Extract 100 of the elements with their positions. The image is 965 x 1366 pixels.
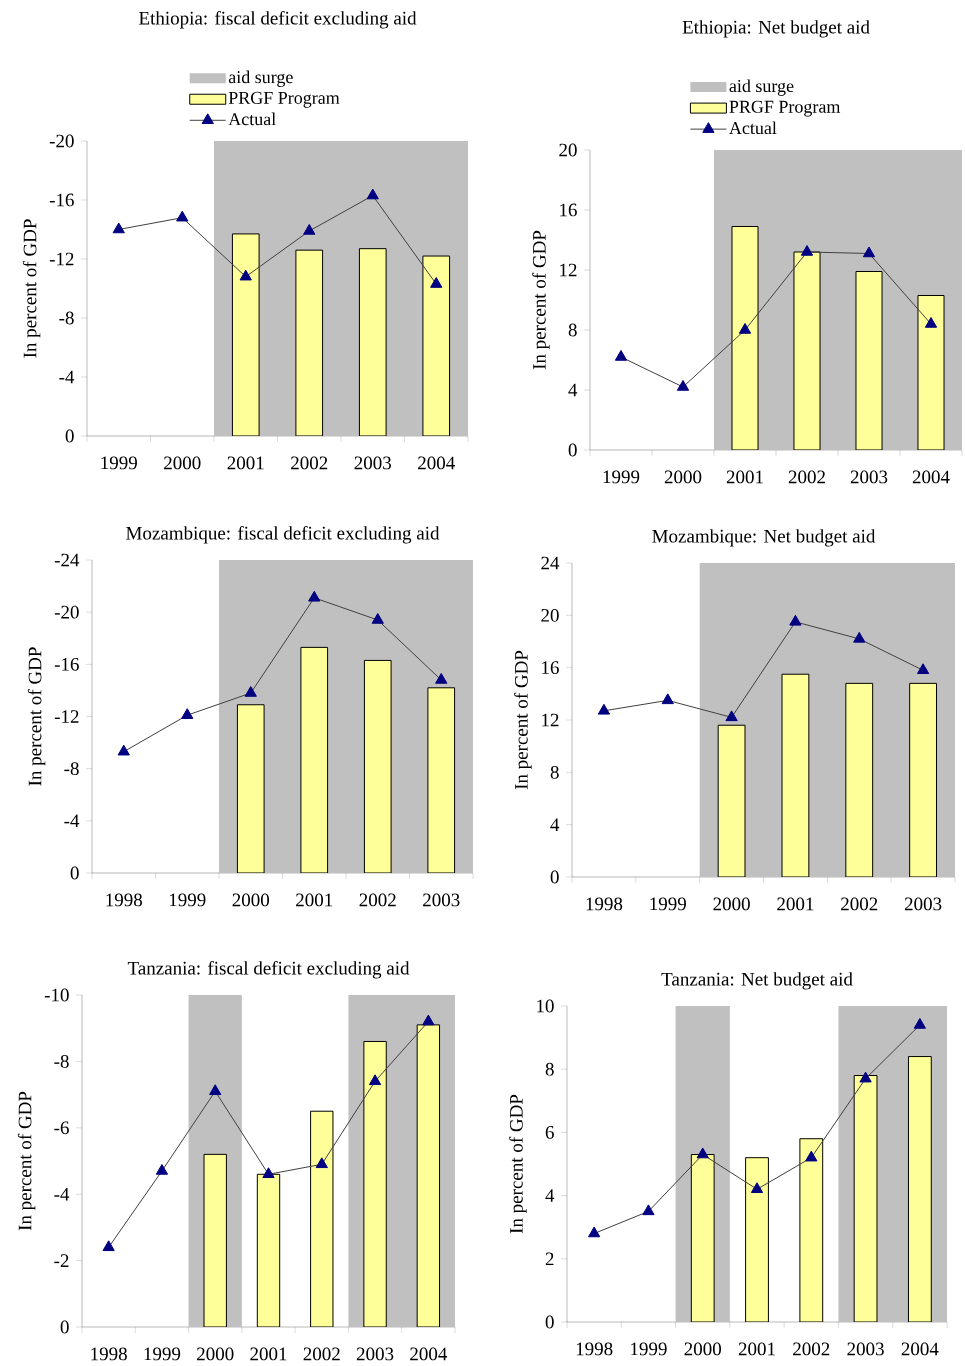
x-tick-label: 2004 — [901, 1342, 939, 1356]
y-axis-title: In percent of GDP — [514, 650, 532, 790]
point — [176, 210, 189, 222]
x-tick-label: 2003 — [850, 470, 888, 484]
chart-title: Ethiopia: fiscal deficit excluding aid — [139, 11, 417, 29]
x-tick-label: 2001 — [777, 897, 814, 911]
x-tick-label: 2001 — [250, 1347, 287, 1361]
point — [315, 1157, 328, 1169]
x-tick-label: 1998 — [586, 897, 623, 911]
point — [371, 612, 384, 624]
x-tick-label: 2001 — [726, 470, 763, 484]
y-axis-title: In percent of GDP — [509, 1094, 527, 1234]
point — [422, 1014, 435, 1026]
x-tick-label: 2002 — [788, 470, 825, 484]
x-tick-label: 1999 — [650, 897, 686, 911]
y-tick-label: 16 — [542, 661, 559, 675]
x-tick-label: 2003 — [423, 893, 460, 907]
x-tick-label: 2003 — [354, 456, 392, 470]
y-tick-label: 20 — [559, 143, 577, 157]
point — [924, 316, 938, 328]
bar — [917, 294, 945, 450]
bar — [855, 270, 883, 450]
point — [117, 744, 130, 756]
x-tick-label: 2002 — [291, 456, 328, 470]
chart-title: Ethiopia: Net budget aid — [682, 20, 870, 38]
point — [862, 246, 876, 258]
y-tick-label: 8 — [568, 323, 577, 337]
point — [181, 708, 194, 719]
x-tick-label: 1999 — [101, 456, 137, 470]
y-tick-label: 0 — [568, 443, 577, 457]
point — [430, 277, 443, 288]
x-tick-label: 2002 — [793, 1342, 830, 1356]
x-tick-label: 1999 — [631, 1342, 667, 1356]
legend-label: Actual — [729, 121, 777, 135]
x-tick-label: 2000 — [164, 456, 201, 470]
point — [588, 1226, 601, 1238]
point — [738, 322, 752, 334]
bar — [907, 1056, 932, 1322]
point — [244, 686, 257, 697]
point — [853, 631, 866, 643]
y-tick-label: -2 — [54, 1254, 69, 1267]
x-tick-label: 2000 — [664, 470, 702, 484]
y-tick-label: 8 — [545, 1062, 554, 1076]
bar — [799, 1138, 824, 1322]
y-tick-label: -8 — [59, 311, 74, 325]
point — [308, 590, 321, 602]
y-tick-label: -24 — [54, 553, 80, 567]
y-tick-label: -16 — [54, 657, 79, 671]
y-tick-label: -8 — [54, 1054, 69, 1068]
chart-title: Mozambique: fiscal deficit excluding aid — [126, 526, 440, 544]
y-tick-label: -16 — [49, 193, 74, 207]
x-tick-label: 2000 — [197, 1347, 234, 1361]
bar — [793, 251, 821, 450]
y-axis-title: In percent of GDP — [27, 647, 46, 786]
point — [913, 1017, 926, 1029]
point — [366, 188, 379, 200]
y-tick-label: 6 — [545, 1126, 554, 1139]
x-tick-label: 2003 — [847, 1342, 884, 1356]
point — [696, 1147, 709, 1159]
legend-label: Actual — [228, 112, 276, 126]
y-tick-label: 12 — [560, 263, 577, 277]
bar — [909, 682, 937, 877]
bar — [845, 682, 874, 877]
x-tick-label: 1999 — [169, 893, 206, 907]
y-tick-label: -12 — [54, 710, 79, 723]
y-tick-label: 0 — [545, 1315, 554, 1329]
bar — [745, 1157, 769, 1322]
bar — [853, 1075, 878, 1322]
legend-label: PRGF Program — [729, 100, 841, 117]
x-tick-label: 2000 — [684, 1342, 721, 1356]
y-tick-label: -10 — [44, 988, 69, 1002]
bar — [717, 724, 746, 877]
y-axis-title: In percent of GDP — [532, 230, 550, 370]
point — [435, 672, 448, 684]
x-tick-label: 2002 — [841, 897, 878, 911]
y-tick-label: -6 — [54, 1121, 69, 1135]
x-tick-label: 1998 — [91, 1347, 127, 1361]
point — [303, 223, 316, 235]
y-tick-label: -4 — [59, 370, 75, 384]
bar — [731, 225, 759, 450]
point — [102, 1240, 115, 1252]
point — [789, 614, 802, 626]
point — [750, 1182, 764, 1194]
y-tick-label: 4 — [545, 1189, 555, 1202]
y-tick-label: -20 — [54, 605, 79, 619]
y-tick-label: 8 — [550, 765, 559, 779]
x-tick-label: 2002 — [303, 1347, 340, 1361]
point — [112, 222, 125, 234]
x-tick-label: 2000 — [232, 893, 270, 907]
x-tick-label: 2003 — [356, 1347, 394, 1361]
point — [676, 379, 690, 391]
point — [597, 703, 611, 715]
y-tick-label: 2 — [545, 1252, 554, 1266]
x-tick-label: 1999 — [144, 1347, 181, 1361]
point — [725, 710, 738, 722]
y-tick-label: -8 — [64, 762, 79, 776]
point — [262, 1167, 275, 1179]
point — [859, 1071, 872, 1083]
chart-title: Tanzania: Net budget aid — [661, 972, 853, 990]
legend-label: aid surge — [228, 70, 293, 87]
